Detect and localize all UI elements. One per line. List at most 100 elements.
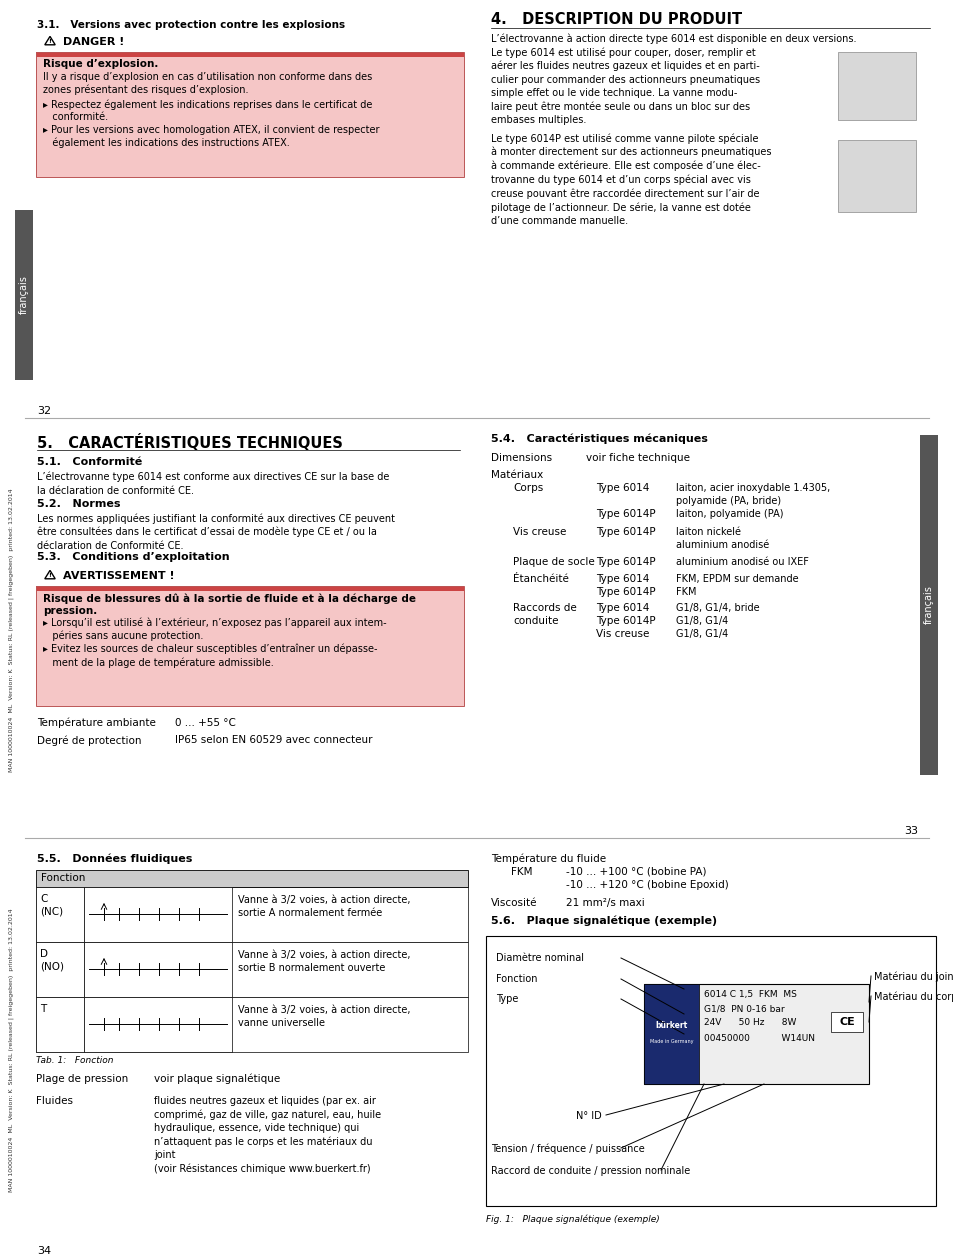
Bar: [36, 57, 463, 176]
Bar: [36, 586, 463, 706]
Text: !: !: [49, 573, 51, 578]
Bar: [36, 997, 84, 1052]
Bar: [36, 869, 468, 887]
Text: MAN 1000010024  ML  Version: K  Status: RL (released | freigegeben)  printed: 13: MAN 1000010024 ML Version: K Status: RL …: [8, 908, 13, 1192]
Text: laiton, acier inoxydable 1.4305,: laiton, acier inoxydable 1.4305,: [676, 483, 829, 493]
Text: Type: Type: [496, 994, 517, 1004]
Text: Il y a risque d’explosion en cas d’utilisation non conforme dans des
zones prése: Il y a risque d’explosion en cas d’utili…: [43, 72, 372, 96]
Text: -10 ... +100 °C (bobine PA): -10 ... +100 °C (bobine PA): [565, 867, 706, 877]
Bar: [919, 435, 937, 775]
Text: ▸ Evitez les sources de chaleur susceptibles d’entraîner un dépasse-
   ment de : ▸ Evitez les sources de chaleur suscepti…: [43, 644, 377, 668]
Bar: [36, 52, 463, 57]
Text: IP65 selon EN 60529 avec connecteur: IP65 selon EN 60529 avec connecteur: [174, 735, 372, 745]
Bar: [643, 984, 868, 1084]
Text: Type 6014P: Type 6014P: [596, 557, 655, 567]
Text: Vanne à 3/2 voies, à action directe,
sortie A normalement fermée: Vanne à 3/2 voies, à action directe, sor…: [237, 895, 410, 919]
Text: D
(NO): D (NO): [40, 949, 64, 971]
Text: Matériaux: Matériaux: [491, 470, 542, 480]
Text: laiton, polyamide (PA): laiton, polyamide (PA): [676, 509, 782, 519]
Text: FKM: FKM: [511, 867, 532, 877]
Text: Corps: Corps: [513, 483, 542, 493]
Text: Type 6014: Type 6014: [596, 604, 649, 614]
Text: Tension / fréquence / puissance: Tension / fréquence / puissance: [491, 1144, 644, 1154]
Text: FKM: FKM: [676, 587, 696, 597]
Text: Étanchéité: Étanchéité: [513, 575, 568, 583]
Text: Fluides: Fluides: [36, 1096, 73, 1106]
Text: 00450000           W14UN: 00450000 W14UN: [703, 1034, 814, 1043]
Text: Type 6014P: Type 6014P: [596, 587, 655, 597]
Text: français: français: [19, 276, 29, 315]
Text: G1/8  PN 0-16 bar: G1/8 PN 0-16 bar: [703, 1004, 783, 1013]
Text: 0 ... +55 °C: 0 ... +55 °C: [174, 718, 235, 728]
Text: Made in Germany: Made in Germany: [649, 1040, 693, 1045]
Bar: [36, 591, 463, 706]
Text: français: français: [923, 586, 933, 625]
Text: Type 6014: Type 6014: [596, 575, 649, 583]
Text: 6014 C 1,5  FKM  MS: 6014 C 1,5 FKM MS: [703, 990, 796, 999]
Text: 34: 34: [37, 1246, 51, 1256]
Bar: [830, 1012, 862, 1032]
Text: 5.3.   Conditions d’exploitation: 5.3. Conditions d’exploitation: [37, 552, 230, 562]
Text: Raccords de: Raccords de: [513, 604, 577, 614]
Text: ▸ Respectez également les indications reprises dans le certificat de
   conformi: ▸ Respectez également les indications re…: [43, 100, 372, 122]
Text: AVERTISSEMENT !: AVERTISSEMENT !: [63, 571, 174, 581]
Text: Fonction: Fonction: [41, 873, 85, 883]
Text: 5.1.   Conformité: 5.1. Conformité: [37, 457, 142, 467]
Text: 5.6.   Plaque signalétique (exemple): 5.6. Plaque signalétique (exemple): [491, 916, 717, 926]
Text: 33: 33: [903, 827, 917, 835]
Text: Fig. 1:   Plaque signalétique (exemple): Fig. 1: Plaque signalétique (exemple): [485, 1213, 659, 1223]
Text: Les normes appliquées justifiant la conformité aux directives CE peuvent
être co: Les normes appliquées justifiant la conf…: [37, 513, 395, 551]
Text: fluides neutres gazeux et liquides (par ex. air
comprimé, gaz de ville, gaz natu: fluides neutres gazeux et liquides (par …: [153, 1096, 381, 1174]
Text: Type 6014P: Type 6014P: [596, 509, 655, 519]
Text: Tab. 1:   Fonction: Tab. 1: Fonction: [36, 1056, 113, 1065]
Bar: [36, 52, 463, 176]
Text: voir plaque signalétique: voir plaque signalétique: [153, 1074, 280, 1085]
Text: ▸ Lorsqu’il est utilisé à l’extérieur, n’exposez pas l’appareil aux intem-
   pé: ▸ Lorsqu’il est utilisé à l’extérieur, n…: [43, 617, 386, 641]
Text: bürkert: bürkert: [655, 1022, 687, 1031]
Text: Température du fluide: Température du fluide: [491, 854, 605, 864]
Text: 21 mm²/s maxi: 21 mm²/s maxi: [565, 898, 644, 908]
Text: Plage de pression: Plage de pression: [36, 1074, 128, 1084]
Text: 32: 32: [37, 406, 51, 416]
Text: Température ambiante: Température ambiante: [37, 718, 155, 728]
Text: 4.   DESCRIPTION DU PRODUIT: 4. DESCRIPTION DU PRODUIT: [491, 13, 741, 26]
Bar: [36, 887, 468, 942]
Text: FKM, EPDM sur demande: FKM, EPDM sur demande: [676, 575, 798, 583]
Text: !: !: [49, 39, 51, 44]
Text: Vanne à 3/2 voies, à action directe,
sortie B normalement ouverte: Vanne à 3/2 voies, à action directe, sor…: [237, 950, 410, 973]
Text: Degré de protection: Degré de protection: [37, 735, 141, 746]
Text: Le type 6014 est utilisé pour couper, doser, remplir et
aérer les fluides neutre: Le type 6014 est utilisé pour couper, do…: [491, 47, 760, 125]
Text: G1/8, G1/4, bride: G1/8, G1/4, bride: [676, 604, 759, 614]
Text: G1/8, G1/4: G1/8, G1/4: [676, 629, 727, 639]
Text: T: T: [40, 1004, 46, 1014]
Text: Raccord de conduite / pression nominale: Raccord de conduite / pression nominale: [491, 1166, 690, 1176]
Text: 24V      50 Hz      8W: 24V 50 Hz 8W: [703, 1018, 796, 1027]
Text: Matériau du corps: Matériau du corps: [873, 992, 953, 1002]
Text: 3.1.   Versions avec protection contre les explosions: 3.1. Versions avec protection contre les…: [37, 20, 345, 30]
Text: ▸ Pour les versions avec homologation ATEX, il convient de respecter
   égalemen: ▸ Pour les versions avec homologation AT…: [43, 125, 379, 149]
Text: 5.2.   Normes: 5.2. Normes: [37, 499, 120, 509]
Bar: [837, 52, 915, 120]
Text: Viscosité: Viscosité: [491, 898, 537, 908]
Bar: [84, 942, 232, 997]
Bar: [837, 140, 915, 212]
Text: Plaque de socle: Plaque de socle: [513, 557, 594, 567]
Bar: [84, 997, 232, 1052]
Text: Vis creuse: Vis creuse: [513, 527, 566, 537]
Text: Risque de blessures dû à la sortie de fluide et à la décharge de
pression.: Risque de blessures dû à la sortie de fl…: [43, 593, 416, 616]
Text: Type 6014: Type 6014: [596, 483, 649, 493]
Text: polyamide (PA, bride): polyamide (PA, bride): [676, 496, 781, 507]
Bar: [36, 586, 463, 591]
Text: N° ID: N° ID: [576, 1111, 601, 1121]
Text: DANGER !: DANGER !: [63, 37, 124, 47]
Bar: [36, 887, 84, 942]
Text: Fonction: Fonction: [496, 974, 537, 984]
Bar: [15, 210, 33, 381]
Text: conduite: conduite: [513, 616, 558, 626]
Text: Risque d’explosion.: Risque d’explosion.: [43, 59, 158, 69]
Text: Matériau du joint: Matériau du joint: [873, 971, 953, 982]
Text: 5.5.   Données fluidiques: 5.5. Données fluidiques: [37, 854, 193, 864]
Text: Le type 6014P est utilisé comme vanne pilote spéciale
à monter directement sur d: Le type 6014P est utilisé comme vanne pi…: [491, 134, 771, 227]
Text: Vis creuse: Vis creuse: [596, 629, 649, 639]
Text: L’électrovanne à action directe type 6014 est disponible en deux versions.: L’électrovanne à action directe type 601…: [491, 33, 856, 44]
